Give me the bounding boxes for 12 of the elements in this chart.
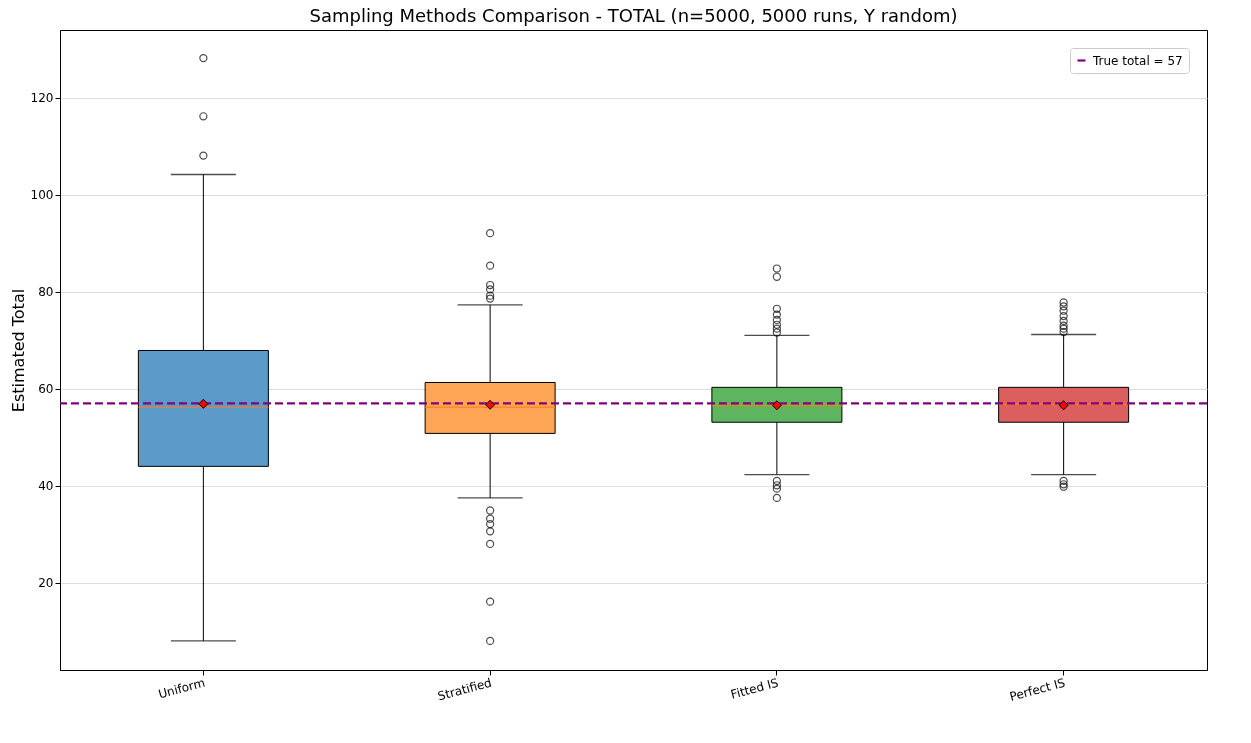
y-tick-label: 80	[38, 285, 54, 300]
y-axis-title: Estimated Total	[8, 288, 28, 413]
y-tick-label: 100	[30, 188, 54, 203]
y-tick-label: 40	[38, 479, 54, 494]
y-tick-label: 120	[30, 91, 54, 106]
x-tick-label: Fitted IS	[729, 675, 780, 702]
x-tick-label: Perfect IS	[1008, 675, 1067, 704]
x-tick-label: Uniform	[156, 675, 207, 702]
y-tick-label: 60	[38, 382, 54, 397]
y-tick-label: 20	[38, 576, 54, 591]
chart-title: Sampling Methods Comparison - TOTAL (n=5000, 5000 runs, Y random)	[309, 5, 958, 26]
legend-label: True total = 57	[1092, 53, 1183, 68]
